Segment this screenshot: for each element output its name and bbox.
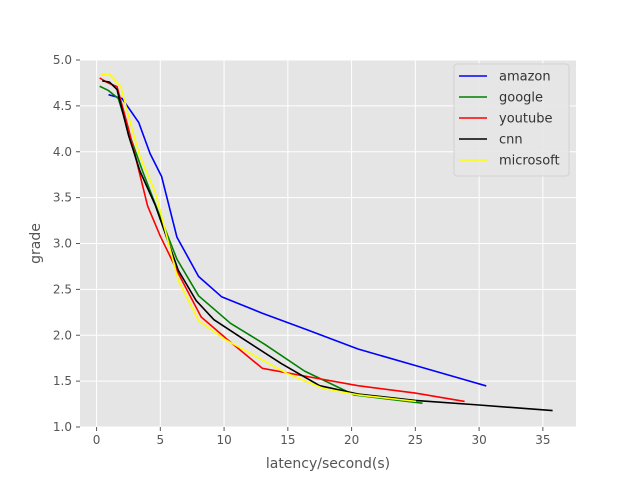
legend: amazon google youtube cnn microsoft [453,63,570,177]
y-tick-label: 1.5 [53,374,72,388]
x-tick-label: 35 [535,433,550,447]
legend-label-google: google [499,91,543,106]
legend-box [453,63,570,177]
x-tick-label: 15 [280,433,295,447]
y-axis-label: grade [28,223,44,264]
y-tick-label: 2.5 [53,282,72,296]
y-tick-label: 5.0 [53,53,72,67]
y-tick-label: 2.0 [53,328,72,342]
series-line-youtube [99,77,465,403]
legend-label-youtube: youtube [499,112,552,127]
x-tick-label: 25 [408,433,423,447]
x-axis-label: latency/second(s) [266,456,390,472]
axis-ticks: 0 5 10 15 20 25 30 35 1.0 1.5 2.0 2.5 3.0 3.5 4.0 4.5 5.… [53,53,551,447]
series-line-google [99,85,423,404]
x-tick-label: 20 [344,433,359,447]
y-tick-label: 3.0 [53,237,72,251]
y-tick-label: 4.5 [53,99,72,113]
legend-label-cnn: cnn [499,133,523,148]
x-tick-label: 30 [471,433,486,447]
series-line-microsoft [100,73,417,403]
x-tick-label: 5 [157,433,165,447]
legend-label-microsoft: microsoft [499,154,560,169]
x-tick-label: 0 [93,433,101,447]
y-tick-label: 1.0 [53,420,72,434]
legend-label-amazon: amazon [499,70,551,85]
y-tick-label: 4.0 [53,145,72,159]
series-lines [99,73,553,412]
series-line-cnn [102,80,553,412]
x-tick-label: 10 [216,433,231,447]
series-line-amazon [108,93,487,387]
y-tick-label: 3.5 [53,191,72,205]
